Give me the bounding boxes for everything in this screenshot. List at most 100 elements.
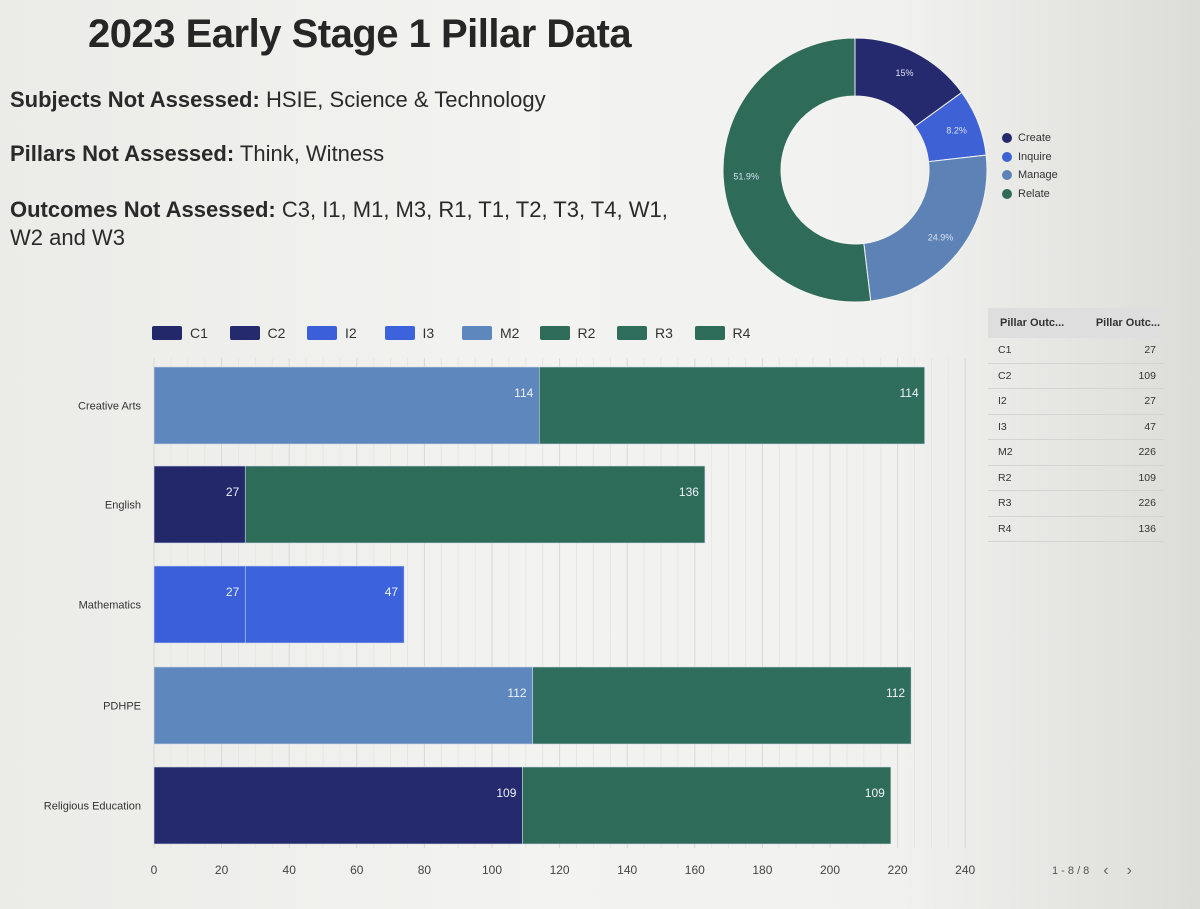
legend-label: I3 [422, 325, 435, 341]
legend-swatch-icon [384, 326, 415, 340]
x-tick-label: 240 [955, 863, 975, 877]
outcomes-label: Outcomes Not Assessed: [10, 197, 276, 222]
bar-value-label: 112 [507, 686, 526, 700]
legend-label: Manage [1018, 169, 1058, 182]
bar-value-label: 27 [226, 585, 240, 599]
bar-value-label: 27 [226, 485, 240, 499]
y-category-label: PDHPE [103, 701, 141, 713]
table-header-outcome[interactable]: Pillar Outc... [1000, 317, 1065, 329]
x-tick-label: 80 [418, 863, 432, 877]
x-tick-label: 180 [752, 863, 772, 877]
donut-legend-relate[interactable]: Relate [1002, 185, 1058, 204]
y-category-label: English [105, 500, 141, 512]
legend-label: R4 [732, 325, 751, 341]
pillars-not-assessed: Pillars Not Assessed: Think, Witness [10, 140, 384, 168]
table-row[interactable]: C2 109 [988, 364, 1164, 389]
bar-value-label: 109 [865, 786, 885, 800]
legend-dot-icon [1002, 188, 1012, 199]
legend-dot-icon [1002, 151, 1012, 162]
legend-swatch-icon [694, 326, 725, 340]
outcome-code: I2 [998, 395, 1007, 408]
outcome-count: 226 [1138, 446, 1156, 459]
bar-c2-religious-education[interactable] [153, 766, 523, 845]
donut-legend-inquire[interactable]: Inquire [1002, 148, 1058, 167]
bar-r3-creative-arts[interactable] [539, 366, 925, 445]
legend-label: I2 [345, 325, 357, 341]
y-category-label: Mathematics [79, 600, 142, 612]
prev-page-icon[interactable]: ‹ [1103, 862, 1109, 879]
table-body: C1 27 C2 109 I2 27 I3 47 M2 226 R2 109 R3 226 R4 136 [988, 338, 1164, 542]
bar-i2-mathematics[interactable] [153, 565, 246, 644]
legend-swatch-icon [229, 326, 260, 340]
bar-m2-pdhpe[interactable] [153, 666, 533, 745]
y-category-label: Religious Education [44, 801, 141, 813]
bar-r3-pdhpe[interactable] [532, 666, 912, 745]
legend-swatch-icon [617, 326, 647, 340]
next-page-icon[interactable]: › [1126, 862, 1132, 879]
donut-slice-relate[interactable] [722, 37, 872, 303]
bar-legend-c2[interactable]: C2 [229, 325, 286, 341]
bar-value-label: 114 [514, 386, 533, 400]
bar-i3-mathematics[interactable] [244, 565, 405, 644]
bar-legend-m2[interactable]: M2 [462, 325, 519, 341]
bar-value-label: 136 [679, 485, 699, 499]
legend-label: R2 [577, 325, 596, 341]
x-tick-label: 200 [820, 863, 840, 877]
table-row[interactable]: I2 27 [988, 389, 1164, 415]
table-row[interactable]: R3 226 [988, 491, 1164, 517]
outcome-code: M2 [998, 446, 1013, 459]
pillar-donut-chart[interactable]: 15% 8.2% 24.9% 51.9% [710, 20, 1000, 310]
bar-legend-r2[interactable]: R2 [539, 325, 596, 341]
x-tick-label: 0 [151, 863, 158, 877]
table-row[interactable]: C1 27 [988, 338, 1164, 364]
table-row[interactable]: M2 226 [988, 440, 1164, 466]
pillars-label: Pillars Not Assessed: [10, 141, 235, 166]
table-header: Pillar Outc... Pillar Outc... [988, 308, 1164, 338]
table-row[interactable]: I3 47 [988, 415, 1164, 440]
donut-label-manage: 24.9% [928, 233, 954, 243]
bar-value-label: 47 [385, 585, 399, 599]
legend-label: C1 [190, 325, 208, 341]
subjects-value: HSIE, Science & Technology [265, 87, 546, 112]
table-row[interactable]: R2 109 [988, 466, 1164, 491]
x-tick-label: 160 [685, 863, 705, 877]
bar-r2-religious-education[interactable] [522, 766, 892, 845]
subjects-not-assessed: Subjects Not Assessed: HSIE, Science & T… [10, 86, 546, 114]
table-header-count[interactable]: Pillar Outc... [1095, 317, 1160, 329]
x-tick-label: 220 [888, 863, 908, 877]
bar-r4-english[interactable] [244, 465, 706, 544]
subject-bar-chart[interactable]: 0 20 40 60 80 100 120 140 160 180 200 220 240 Creativ… [0, 350, 990, 890]
donut-label-relate: 51.9% [733, 172, 759, 182]
x-tick-label: 20 [215, 863, 229, 877]
legend-label: Relate [1018, 187, 1050, 200]
legend-swatch-icon [462, 326, 492, 340]
donut-legend-create[interactable]: Create [1002, 129, 1058, 148]
outcome-count: 109 [1138, 369, 1156, 382]
legend-label: C2 [267, 325, 286, 341]
donut-slice-manage[interactable] [863, 154, 988, 302]
bar-legend-i3[interactable]: I3 [384, 325, 435, 341]
outcome-code: R3 [998, 497, 1012, 510]
donut-legend-manage[interactable]: Manage [1002, 166, 1058, 185]
pillar-outcome-table: Pillar Outc... Pillar Outc... C1 27 C2 109 I… [988, 308, 1164, 542]
x-tick-label: 120 [550, 863, 570, 877]
outcome-count: 27 [1144, 344, 1156, 357]
donut-label-create: 15% [895, 68, 913, 78]
outcomes-not-assessed: Outcomes Not Assessed: C3, I1, M1, M3, R… [10, 196, 700, 252]
bar-legend-r3[interactable]: R3 [617, 325, 673, 341]
outcome-code: R4 [998, 522, 1012, 535]
bar-legend-r4[interactable]: R4 [694, 325, 751, 341]
outcome-count: 226 [1138, 497, 1156, 510]
bar-c1-english[interactable] [153, 465, 246, 544]
bar-m2-creative-arts[interactable] [153, 366, 540, 445]
x-tick-label: 140 [617, 863, 637, 877]
bar-legend-i2[interactable]: I2 [307, 325, 357, 341]
x-tick-label: 100 [482, 863, 502, 877]
bar-legend-c1[interactable]: C1 [152, 325, 208, 341]
outcome-count: 47 [1144, 420, 1156, 433]
table-row[interactable]: R4 136 [988, 517, 1164, 542]
page-title: 2023 Early Stage 1 Pillar Data [88, 12, 632, 56]
bar-value-label: 114 [899, 386, 918, 400]
x-tick-label: 60 [350, 863, 364, 877]
